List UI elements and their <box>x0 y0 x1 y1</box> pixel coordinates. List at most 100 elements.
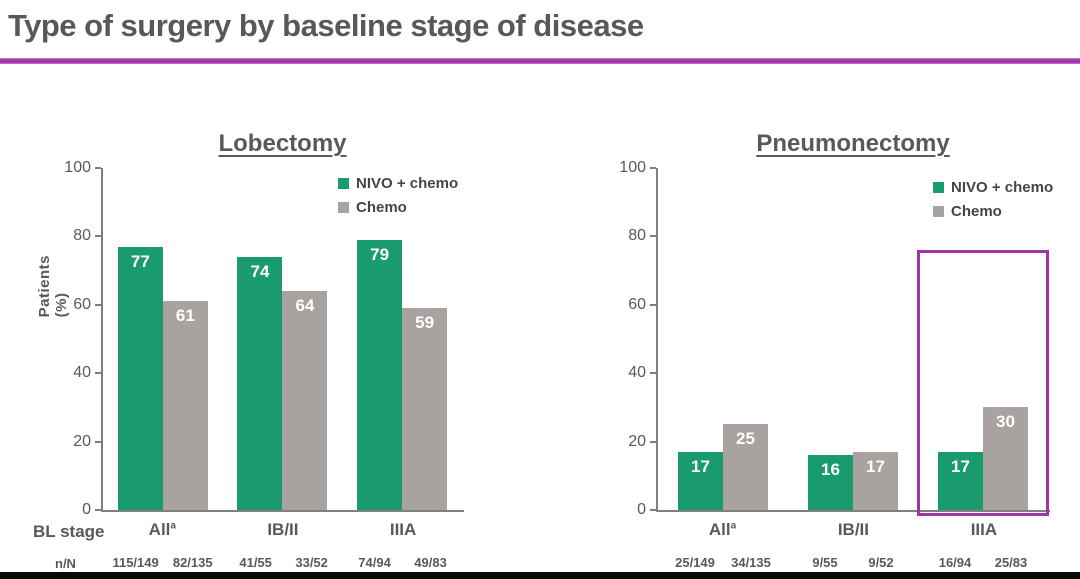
y-tick-mark <box>650 235 656 238</box>
bl-stage-row-label: BL stage <box>33 522 105 541</box>
bar-value-label: 59 <box>415 313 435 332</box>
y-tick-mark <box>95 167 101 169</box>
y-tick-label: 60 <box>73 295 91 313</box>
legend-item: Chemo <box>338 199 458 216</box>
bar: 25 <box>723 424 768 510</box>
y-tick-label: 60 <box>628 295 646 313</box>
nn-values: 25/149 34/135 <box>673 555 773 570</box>
bar-group: 77 61 <box>117 247 208 510</box>
nn-values: 16/94 25/83 <box>933 555 1033 570</box>
category-label: IIIA <box>389 520 417 539</box>
bar: 17 <box>938 452 983 510</box>
nn-values: 74/94 49/83 <box>353 555 453 570</box>
nn-row: 115/149 82/135 41/55 33/52 74/94 49/83 <box>103 555 462 570</box>
y-tick-mark <box>650 440 656 443</box>
bar: 61 <box>162 301 208 510</box>
bar: 77 <box>117 247 163 510</box>
x-axis <box>656 510 1050 512</box>
legend-item: Chemo <box>933 203 1053 220</box>
nn-value: 82/135 <box>172 555 213 570</box>
bar-value-label: 30 <box>996 412 1015 431</box>
y-tick-label: 80 <box>73 227 91 245</box>
y-tick-mark <box>650 372 656 375</box>
y-tick-label: 80 <box>628 227 646 245</box>
y-tick-label: 0 <box>82 501 91 518</box>
bar-value-label: 77 <box>130 252 150 271</box>
y-tick-mark <box>650 303 656 306</box>
bar-value-label: 17 <box>866 457 885 476</box>
category-row: Alla IB/II IIIA <box>658 520 1048 540</box>
bar-value-label: 74 <box>250 262 270 281</box>
y-tick-mark <box>95 372 101 375</box>
legend-label: NIVO + chemo <box>356 175 459 192</box>
y-tick-mark <box>95 235 101 238</box>
y-tick-label: 20 <box>73 432 91 450</box>
bar-value-label: 25 <box>736 429 755 448</box>
nn-value: 74/94 <box>358 555 391 570</box>
chart-title: Pneumonectomy <box>756 130 950 157</box>
y-tick-mark <box>650 167 656 169</box>
y-axis <box>656 168 658 510</box>
plot-area: 17 25 16 17 17 30 0 20 40 60 80 100 <box>619 159 1050 518</box>
nn-value: 33/52 <box>295 555 328 570</box>
nn-value: 9/55 <box>812 555 838 570</box>
bar-groups: 17 25 16 17 17 30 <box>658 168 1048 510</box>
legend-label: Chemo <box>951 203 1002 220</box>
y-tick-mark <box>95 303 101 306</box>
legend: NIVO + chemo Chemo <box>933 179 1053 220</box>
bar-group: 17 30 <box>938 407 1028 510</box>
category-label: IIIA <box>970 520 998 539</box>
nn-value: 41/55 <box>239 555 272 570</box>
legend-item: NIVO + chemo <box>933 179 1053 196</box>
nn-values: 41/55 33/52 <box>234 555 334 570</box>
bar: 30 <box>983 407 1028 510</box>
legend-swatch <box>338 178 349 189</box>
nn-value: 16/94 <box>938 555 972 570</box>
bar-value-label: 64 <box>295 296 315 315</box>
bar-group: 74 64 <box>237 257 328 510</box>
category-label: IB/II <box>837 520 869 539</box>
title-accent-rule <box>0 58 1080 64</box>
bar-value-label: 79 <box>370 245 390 264</box>
nn-value: 9/52 <box>868 555 894 570</box>
bar: 74 <box>237 257 283 510</box>
y-tick-label: 20 <box>628 432 646 450</box>
category-label: Alla <box>708 520 737 539</box>
nn-value: 25/149 <box>675 555 715 570</box>
y-axis <box>101 168 103 510</box>
bar: 17 <box>678 452 723 510</box>
x-axis <box>101 510 464 512</box>
bar: 16 <box>808 455 853 510</box>
plot-area: 77 61 74 64 79 59 0 20 40 60 80 100 <box>64 159 464 518</box>
y-tick-mark <box>95 440 101 443</box>
nn-row-label: n/N <box>55 556 76 571</box>
nn-value: 115/149 <box>112 555 159 570</box>
y-tick-label: 40 <box>628 364 646 382</box>
y-tick-label: 100 <box>64 159 91 176</box>
bar: 59 <box>402 308 448 510</box>
legend: NIVO + chemo Chemo <box>338 175 458 216</box>
nn-values: 115/149 82/135 <box>112 555 214 570</box>
legend-swatch <box>933 182 944 193</box>
nn-value: 34/135 <box>731 555 771 570</box>
bar-value-label: 17 <box>951 457 970 476</box>
page-title: Type of surgery by baseline stage of dis… <box>8 8 644 43</box>
bar-group: 79 59 <box>357 240 448 510</box>
bar-value-label: 61 <box>175 306 195 325</box>
y-tick-label: 40 <box>73 364 91 382</box>
y-tick-label: 100 <box>619 159 646 176</box>
legend-label: Chemo <box>356 199 407 216</box>
category-row: Alla IB/II IIIA <box>103 520 462 540</box>
bottom-black-strip <box>0 572 1080 579</box>
nn-row: 25/149 34/135 9/55 9/52 16/94 25/83 <box>658 555 1048 570</box>
bar-group: 16 17 <box>808 452 898 510</box>
bar-value-label: 16 <box>821 460 840 479</box>
chart-title: Lobectomy <box>218 130 347 157</box>
bar: 17 <box>853 452 898 510</box>
legend-swatch <box>933 206 944 217</box>
y-tick-mark <box>650 509 656 511</box>
y-tick-label: 0 <box>637 501 646 518</box>
nn-values: 9/55 9/52 <box>803 555 903 570</box>
legend-item: NIVO + chemo <box>338 175 458 192</box>
